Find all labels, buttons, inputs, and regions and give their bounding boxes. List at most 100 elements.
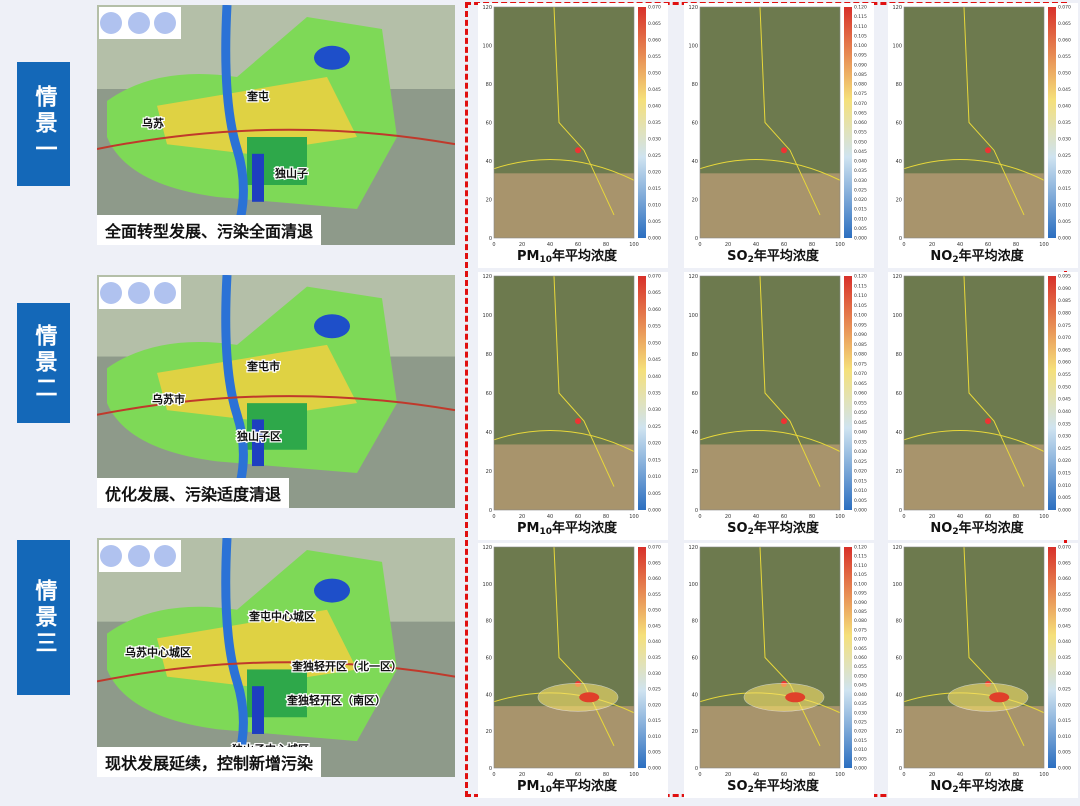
x-tick-label: 100 [629, 514, 639, 520]
y-tick-label: 60 [896, 121, 902, 127]
y-tick-label: 100 [688, 313, 698, 319]
map-label: 乌苏 [142, 116, 164, 130]
title-rest: 年平均浓度 [959, 520, 1025, 536]
y-tick-label: 40 [896, 159, 902, 165]
x-tick-label: 60 [575, 242, 581, 248]
colorbar-label: 0.000 [648, 236, 661, 242]
source-point [575, 147, 581, 154]
colorbar-label: 0.085 [1058, 298, 1071, 304]
colorbar-label: 0.080 [854, 352, 867, 358]
colorbar-label: 0.035 [1058, 421, 1071, 427]
colorbar-label: 0.065 [1058, 21, 1071, 27]
y-tick-label: 100 [688, 44, 698, 50]
colorbar-label: 0.050 [1058, 71, 1071, 77]
concentration-plot: 0 20 40 60 80 100 0 20 40 60 80 100 120 0.000 0.005 0.0… [888, 543, 1078, 798]
y-tick-label: 60 [896, 391, 902, 397]
plume-core [579, 692, 600, 703]
colorbar-label: 0.050 [1058, 608, 1071, 614]
y-tick-label: 40 [692, 430, 698, 436]
lake [314, 314, 350, 339]
colorbar-label: 0.005 [854, 226, 867, 232]
colorbar-label: 0.060 [1058, 576, 1071, 582]
x-tick-label: 20 [519, 772, 525, 778]
water-body [252, 419, 264, 467]
boundary [903, 429, 1045, 452]
axes-frame [699, 6, 841, 239]
plot-title: NO2年平均浓度 [930, 778, 1024, 795]
colorbar-label: 0.065 [648, 21, 661, 27]
x-tick-label: 100 [1039, 772, 1049, 778]
colorbar-label: 0.020 [1058, 702, 1071, 708]
wind-rose [154, 282, 176, 304]
colorbar-label: 0.020 [1058, 458, 1071, 464]
colorbar-label: 0.075 [1058, 323, 1071, 329]
colorbar [1048, 276, 1056, 510]
y-tick-label: 100 [482, 313, 492, 319]
y-tick-label: 0 [489, 766, 492, 772]
desert-area [494, 444, 634, 510]
x-tick-label: 80 [809, 514, 815, 520]
map-label: 奎屯市 [246, 359, 280, 373]
boundary [759, 6, 821, 216]
y-tick-label: 20 [486, 469, 492, 475]
colorbar-label: 0.010 [1058, 483, 1071, 489]
colorbar-label: 0.035 [648, 120, 661, 126]
colorbar-label: 0.010 [648, 203, 661, 209]
y-tick-label: 60 [692, 656, 698, 662]
colorbar-label: 0.005 [854, 756, 867, 762]
map-label: 乌苏中心城区 [125, 645, 191, 659]
y-tick-label: 100 [482, 582, 492, 588]
concentration-plot: 0 20 40 60 80 100 0 20 40 60 80 100 120 0.000 0.005 0.0… [684, 272, 874, 540]
colorbar-label: 0.050 [854, 673, 867, 679]
colorbar-label: 0.020 [648, 441, 661, 447]
y-tick-label: 40 [486, 692, 492, 698]
title-sub: 2 [952, 785, 958, 795]
colorbar-label: 0.080 [1058, 310, 1071, 316]
colorbar-label: 0.070 [648, 545, 661, 551]
boundary [963, 546, 1025, 747]
y-tick-label: 100 [688, 582, 698, 588]
y-tick-label: 80 [896, 352, 902, 358]
boundary [553, 275, 615, 487]
concentration-plot: 0 20 40 60 80 100 0 20 40 60 80 100 120 0.000 0.005 0.0… [888, 272, 1078, 540]
colorbar-label: 0.010 [648, 734, 661, 740]
plan-map: 奎屯市 乌苏市 独山子区 优化发展、污染适度清退 [96, 274, 456, 510]
colorbar-label: 0.060 [854, 391, 867, 397]
colorbar-label: 0.025 [1058, 687, 1071, 693]
colorbar-label: 0.070 [648, 5, 661, 11]
colorbar-label: 0.050 [648, 340, 661, 346]
x-tick-label: 80 [1013, 772, 1019, 778]
title-rest: 年平均浓度 [754, 520, 820, 536]
colorbar-label: 0.010 [1058, 203, 1071, 209]
colorbar-label: 0.110 [854, 24, 867, 30]
y-tick-label: 20 [486, 198, 492, 204]
boundary [963, 6, 1025, 216]
x-tick-label: 0 [492, 242, 495, 248]
boundary [493, 429, 635, 452]
concentration-plot: 0 20 40 60 80 100 0 20 40 60 80 100 120 0.000 0.005 0.0… [478, 3, 668, 268]
urban-zone [157, 344, 357, 420]
y-tick-label: 80 [486, 82, 492, 88]
colorbar-label: 0.070 [854, 371, 867, 377]
colorbar-label: 0.055 [1058, 592, 1071, 598]
y-tick-label: 100 [892, 582, 902, 588]
x-tick-label: 60 [781, 242, 787, 248]
colorbar-label: 0.020 [854, 197, 867, 203]
colorbar-label: 0.080 [854, 82, 867, 88]
colorbar-label: 0.000 [1058, 508, 1071, 514]
plot-svg: 0 20 40 60 80 100 0 20 40 60 80 100 120 0.000 0.005 0.0… [892, 274, 1071, 538]
title-sub: 10 [539, 785, 552, 795]
colorbar [844, 7, 852, 238]
x-tick-label: 20 [725, 514, 731, 520]
y-tick-label: 80 [692, 82, 698, 88]
plot-title: PM10年平均浓度 [517, 520, 618, 537]
colorbar-label: 0.035 [648, 391, 661, 397]
title-rest: 年平均浓度 [552, 248, 618, 264]
desert-area [700, 173, 840, 238]
x-tick-label: 60 [985, 242, 991, 248]
x-tick-label: 60 [985, 772, 991, 778]
colorbar-label: 0.065 [1058, 347, 1071, 353]
colorbar-label: 0.025 [648, 687, 661, 693]
colorbar-label: 0.100 [854, 313, 867, 319]
